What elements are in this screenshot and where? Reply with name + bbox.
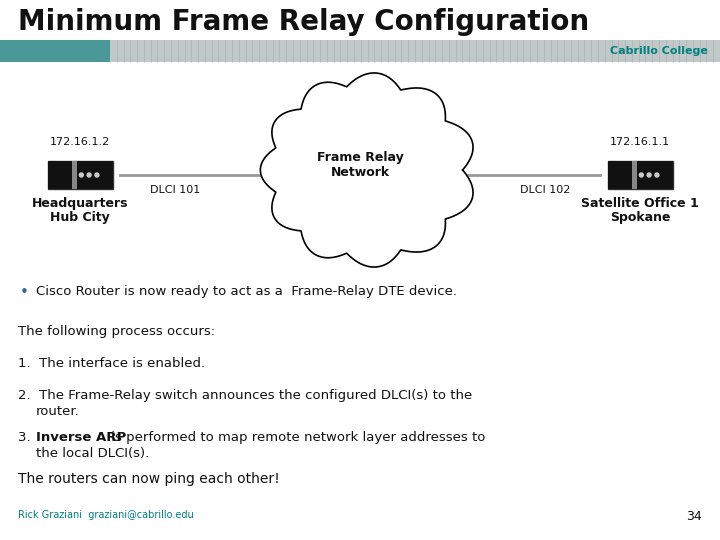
- Text: router.: router.: [36, 405, 80, 418]
- Circle shape: [655, 173, 659, 177]
- Text: DLCI 102: DLCI 102: [520, 185, 570, 195]
- Text: 2.  The Frame-Relay switch announces the configured DLCI(s) to the: 2. The Frame-Relay switch announces the …: [18, 389, 472, 402]
- Bar: [637, 161, 672, 189]
- Text: Cisco Router is now ready to act as a  Frame-Relay DTE device.: Cisco Router is now ready to act as a Fr…: [36, 285, 457, 298]
- Polygon shape: [261, 73, 473, 267]
- Text: 172.16.1.2: 172.16.1.2: [50, 137, 110, 147]
- Bar: [608, 161, 672, 189]
- Text: Minimum Frame Relay Configuration: Minimum Frame Relay Configuration: [18, 8, 589, 36]
- Text: Frame Relay
Network: Frame Relay Network: [317, 151, 403, 179]
- Bar: [72, 161, 78, 189]
- Text: Hub City: Hub City: [50, 211, 110, 224]
- Text: 1.  The interface is enabled.: 1. The interface is enabled.: [18, 357, 205, 370]
- Text: The following process occurs:: The following process occurs:: [18, 325, 215, 338]
- Text: is performed to map remote network layer addresses to: is performed to map remote network layer…: [107, 430, 485, 443]
- Text: Inverse ARP: Inverse ARP: [36, 430, 126, 443]
- Bar: [608, 161, 632, 189]
- Bar: [48, 161, 112, 189]
- Text: Rick Graziani  graziani@cabrillo.edu: Rick Graziani graziani@cabrillo.edu: [18, 510, 194, 520]
- Text: Satellite Office 1: Satellite Office 1: [581, 197, 699, 210]
- Bar: [632, 161, 637, 189]
- Text: •: •: [20, 285, 29, 300]
- Text: 172.16.1.1: 172.16.1.1: [610, 137, 670, 147]
- Bar: [48, 161, 72, 189]
- Text: DLCI 101: DLCI 101: [150, 185, 200, 195]
- Bar: [78, 161, 112, 189]
- Circle shape: [79, 173, 84, 177]
- Text: Spokane: Spokane: [610, 211, 670, 224]
- Circle shape: [87, 173, 91, 177]
- Circle shape: [95, 173, 99, 177]
- Text: 3.: 3.: [18, 430, 39, 443]
- Text: 34: 34: [686, 510, 702, 523]
- Circle shape: [639, 173, 643, 177]
- Text: the local DLCI(s).: the local DLCI(s).: [36, 447, 149, 460]
- Circle shape: [647, 173, 651, 177]
- Text: Headquarters: Headquarters: [32, 197, 128, 210]
- Text: Cabrillo College: Cabrillo College: [610, 46, 708, 56]
- Bar: [110, 40, 720, 62]
- Bar: [0, 40, 110, 62]
- Text: The routers can now ping each other!: The routers can now ping each other!: [18, 472, 280, 486]
